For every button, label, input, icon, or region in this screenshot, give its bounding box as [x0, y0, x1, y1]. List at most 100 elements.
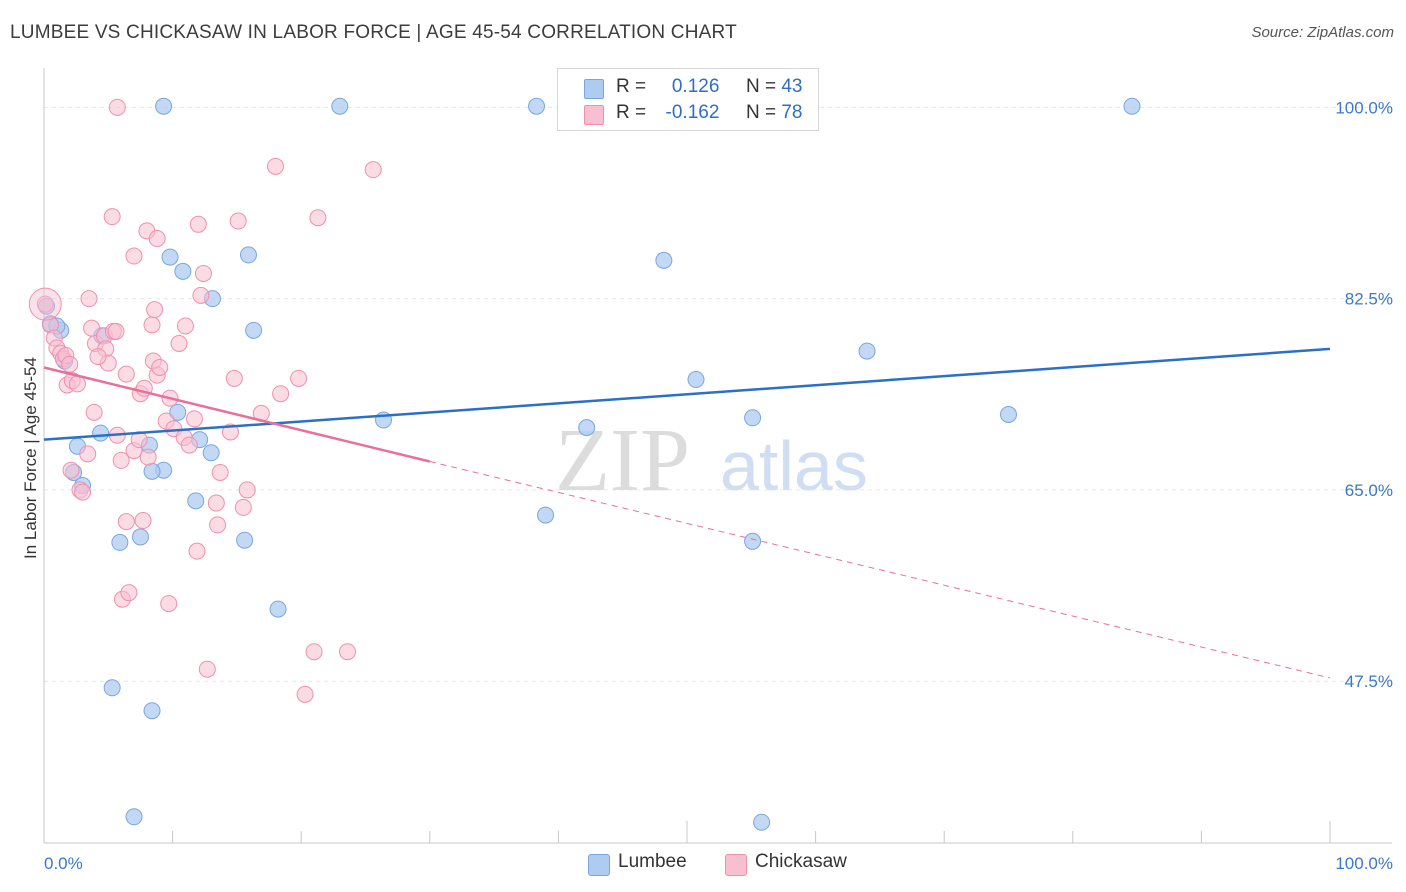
- chickasaw-point: [125, 247, 143, 265]
- chickasaw-point: [207, 494, 225, 512]
- chickasaw-point: [272, 385, 290, 403]
- chickasaw-point: [120, 584, 138, 602]
- lumbee-swatch: [588, 854, 610, 876]
- chickasaw-point: [148, 230, 166, 248]
- legend-n-value: 43: [781, 76, 803, 97]
- legend-r-label: R =: [616, 76, 647, 97]
- trend-lines: [43, 347, 1331, 679]
- watermark-zip: ZIP: [555, 411, 690, 510]
- legend-n-label: N =: [745, 102, 777, 123]
- chickasaw-point: [117, 513, 135, 531]
- chickasaw-point: [151, 359, 169, 377]
- y-tick-label: 65.0%: [1345, 481, 1393, 500]
- legend-n-label: N =: [745, 76, 777, 97]
- lumbee-point: [331, 97, 349, 115]
- lumbee-point: [655, 251, 673, 269]
- chickasaw-point: [176, 317, 194, 335]
- chickasaw-trend-extension: [429, 461, 1331, 679]
- chickasaw-point: [296, 685, 314, 703]
- chickasaw-point: [170, 334, 188, 352]
- chickasaw-point: [89, 348, 107, 366]
- chickasaw-point: [338, 643, 356, 661]
- chickasaw-point: [211, 463, 229, 481]
- legend-r-label: R =: [616, 102, 647, 123]
- lumbee-point: [528, 97, 546, 115]
- lumbee-legend-label: Lumbee: [618, 851, 687, 872]
- chickasaw-point: [139, 448, 157, 466]
- x-tick-label: 100.0%: [1335, 854, 1393, 873]
- chickasaw-point: [194, 265, 212, 283]
- y-tick-label: 82.5%: [1345, 290, 1393, 309]
- chickasaw-point: [112, 451, 130, 469]
- x-tick-labels: 0.0% 100.0%: [44, 854, 1393, 873]
- lumbee-swatch: [584, 79, 604, 99]
- legend-r-value: 0.126: [671, 76, 720, 97]
- chickasaw-swatch: [584, 105, 604, 125]
- lumbee-point: [92, 424, 110, 442]
- chickasaw-legend-label: Chickasaw: [755, 851, 847, 872]
- lumbee-point: [125, 808, 143, 826]
- chickasaw-point: [209, 516, 227, 534]
- chickasaw-point: [108, 98, 126, 116]
- lumbee-point: [169, 403, 187, 421]
- chickasaw-point: [134, 512, 152, 530]
- lumbee-point: [687, 371, 705, 389]
- chickasaw-point: [61, 355, 79, 373]
- lumbee-point: [111, 533, 129, 551]
- grid-lines: [44, 106, 1392, 682]
- chickasaw-point: [80, 290, 98, 308]
- watermark-atlas: atlas: [720, 427, 868, 505]
- chickasaw-point: [234, 498, 252, 516]
- lumbee-point: [578, 419, 596, 437]
- lumbee-point: [744, 532, 762, 550]
- lumbee-point: [103, 679, 121, 697]
- chickasaw-trend-line: [43, 366, 431, 463]
- lumbee-point: [753, 813, 771, 831]
- lumbee-point: [236, 531, 254, 549]
- lumbee-point: [537, 506, 555, 524]
- lumbee-point: [202, 444, 220, 462]
- chickasaw-point: [160, 595, 178, 613]
- chickasaw-point: [146, 301, 164, 319]
- chickasaw-point: [36, 295, 54, 313]
- chart-source: Source: ZipAtlas.com: [1251, 24, 1394, 41]
- lumbee-point: [1000, 406, 1017, 424]
- chickasaw-point: [229, 212, 247, 230]
- chickasaw-point: [188, 542, 206, 560]
- lumbee-point: [174, 262, 192, 280]
- lumbee-point: [155, 97, 173, 115]
- chickasaw-point: [185, 410, 203, 428]
- lumbee-trend-line: [43, 347, 1331, 441]
- chickasaw-point: [225, 369, 243, 387]
- lumbee-point: [239, 246, 257, 264]
- lumbee-point: [269, 600, 287, 618]
- chickasaw-swatch: [725, 854, 747, 876]
- chickasaw-point: [117, 365, 135, 383]
- legend-n-value: 78: [781, 102, 803, 123]
- lumbee-point: [858, 342, 876, 360]
- chickasaw-point: [309, 209, 327, 227]
- chickasaw-point: [74, 483, 92, 501]
- chickasaw-point: [305, 643, 323, 661]
- lumbee-point: [143, 462, 161, 480]
- chickasaw-point: [103, 208, 121, 226]
- lumbee-point: [187, 492, 205, 510]
- chickasaw-point: [266, 157, 284, 175]
- chickasaw-point: [62, 461, 80, 479]
- x-tick-label: 0.0%: [44, 854, 83, 873]
- chickasaw-point: [290, 369, 308, 387]
- lumbee-point: [131, 528, 149, 546]
- chickasaw-point: [189, 215, 207, 233]
- chickasaw-point: [143, 316, 161, 334]
- chickasaw-point: [85, 403, 103, 421]
- chickasaw-point: [364, 161, 382, 179]
- chickasaw-point: [180, 436, 198, 454]
- chickasaw-point: [130, 431, 148, 449]
- lumbee-point: [245, 321, 263, 339]
- chickasaw-point: [198, 660, 216, 678]
- chart-title: LUMBEE VS CHICKASAW IN LABOR FORCE | AGE…: [10, 22, 737, 43]
- chickasaw-points: [28, 98, 382, 703]
- axes: [43, 68, 1392, 844]
- lumbee-point: [161, 248, 179, 266]
